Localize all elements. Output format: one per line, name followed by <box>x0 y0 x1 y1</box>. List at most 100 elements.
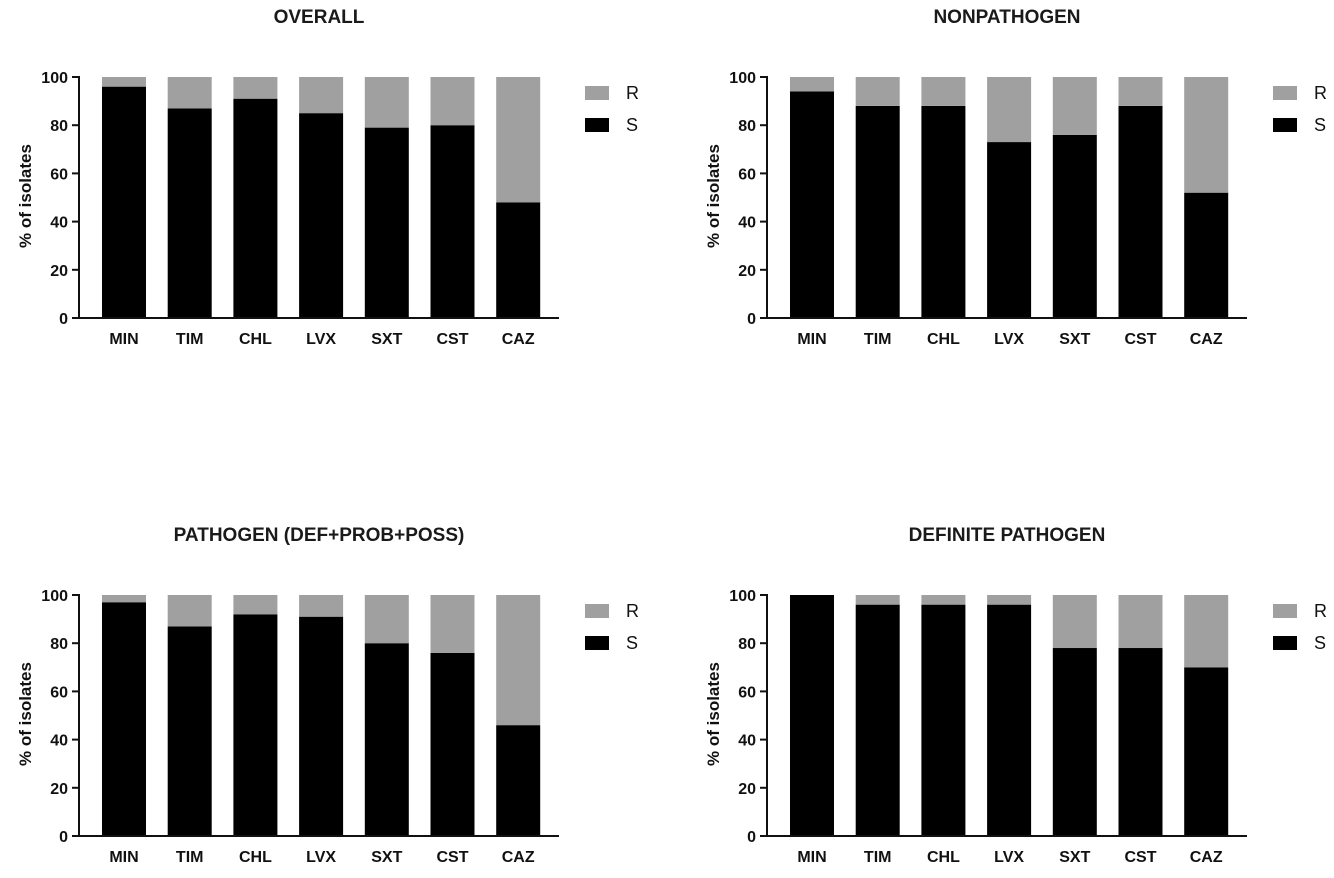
bar-r-sxt <box>364 77 409 128</box>
bar-r-sxt <box>1052 77 1097 135</box>
bar-r-chl <box>921 77 966 106</box>
bar-r-caz <box>1184 595 1229 668</box>
legend-item-r: R <box>585 595 639 627</box>
x-tick-label: TIM <box>864 331 892 348</box>
bar-s-caz <box>1184 667 1229 836</box>
x-tick-label: CST <box>1125 331 1157 348</box>
x-tick-label: MIN <box>109 331 138 348</box>
y-tick-label: 100 <box>729 588 756 605</box>
bar-r-tim <box>855 77 900 106</box>
y-tick-label: 60 <box>738 166 756 183</box>
bar-s-tim <box>855 604 900 836</box>
chart-panel-nonpathogen: NONPATHOGEN% of isolates MIN TIM CHL LVX SXT C… <box>688 0 1328 348</box>
y-tick-label: 0 <box>747 311 756 328</box>
bar-r-caz <box>496 77 541 203</box>
bar-r-lvx <box>299 595 344 617</box>
x-tick-label: LVX <box>994 331 1024 348</box>
legend-swatch <box>585 636 609 650</box>
legend-swatch <box>1273 636 1297 650</box>
x-tick-label: CST <box>437 849 469 866</box>
bar-chart-svg: MIN TIM CHL LVX SXT CST CAZ 0 20 40 60 80 100 <box>41 70 559 348</box>
legend-item-s: S <box>585 627 639 659</box>
x-tick-label: CAZ <box>502 849 535 866</box>
chart-panel-overall: OVERALL% of isolates MIN TIM CHL LVX SXT CST CA… <box>0 0 640 348</box>
bar-s-lvx <box>987 142 1032 318</box>
y-tick-label: 40 <box>738 733 756 750</box>
bar-s-min <box>790 91 834 319</box>
y-tick-label: 0 <box>59 829 68 846</box>
bar-s-chl <box>921 604 966 836</box>
x-tick-label: SXT <box>371 849 402 866</box>
legend-item-s: S <box>585 109 639 141</box>
chart-title: NONPATHOGEN <box>933 7 1081 28</box>
legend-item-s: S <box>1273 627 1327 659</box>
legend-label: S <box>626 114 639 135</box>
y-tick-label: 60 <box>50 684 68 701</box>
legend-label: R <box>626 600 639 621</box>
bar-s-cst <box>1118 648 1163 836</box>
legend-label: R <box>1314 82 1327 103</box>
x-tick-label: SXT <box>1059 849 1090 866</box>
x-tick-label: CST <box>1125 849 1157 866</box>
bar-r-sxt <box>1052 595 1097 649</box>
bar-r-chl <box>921 595 966 605</box>
bar-s-chl <box>233 614 278 836</box>
bar-s-cst <box>1118 105 1163 318</box>
chart-title: DEFINITE PATHOGEN <box>908 525 1106 546</box>
x-tick-label: CHL <box>927 849 960 866</box>
bar-r-lvx <box>299 77 344 114</box>
bar-s-min <box>790 595 834 836</box>
y-tick-label: 40 <box>738 215 756 232</box>
x-tick-label: CST <box>437 331 469 348</box>
x-tick-label: TIM <box>864 849 892 866</box>
x-tick-label: MIN <box>797 331 826 348</box>
chart-title: OVERALL <box>273 7 365 28</box>
bar-r-min <box>102 77 146 87</box>
bar-chart-svg: MIN TIM CHL LVX SXT CST CAZ 0 20 40 60 80 100 <box>729 70 1247 348</box>
legend-swatch <box>585 604 609 618</box>
x-tick-label: TIM <box>176 849 204 866</box>
legend-swatch <box>585 86 609 100</box>
legend-swatch <box>585 118 609 132</box>
legend-label: S <box>626 632 639 653</box>
bar-s-caz <box>1184 192 1229 318</box>
bar-r-cst <box>430 77 475 126</box>
bar-r-lvx <box>987 595 1032 605</box>
y-tick-label: 0 <box>59 311 68 328</box>
x-tick-label: TIM <box>176 331 204 348</box>
bar-s-lvx <box>299 113 344 319</box>
y-tick-label: 20 <box>738 781 756 798</box>
legend-label: R <box>1314 600 1327 621</box>
x-tick-label: SXT <box>1059 331 1090 348</box>
y-tick-label: 80 <box>50 636 68 653</box>
x-tick-label: LVX <box>306 849 336 866</box>
x-tick-label: CAZ <box>1190 331 1223 348</box>
bar-s-cst <box>430 652 475 836</box>
x-tick-label: MIN <box>109 849 138 866</box>
legend-label: S <box>1314 632 1327 653</box>
bar-r-caz <box>1184 77 1229 193</box>
x-tick-label: MIN <box>797 849 826 866</box>
legend-label: S <box>1314 114 1327 135</box>
bar-r-sxt <box>364 595 409 644</box>
y-tick-label: 100 <box>41 588 68 605</box>
bar-s-sxt <box>1052 134 1097 318</box>
bar-s-sxt <box>1052 648 1097 836</box>
y-tick-label: 60 <box>50 166 68 183</box>
bar-s-caz <box>496 202 541 318</box>
y-tick-label: 20 <box>50 781 68 798</box>
y-tick-label: 0 <box>747 829 756 846</box>
x-tick-label: CAZ <box>1190 849 1223 866</box>
x-tick-label: CAZ <box>502 331 535 348</box>
bar-s-tim <box>855 105 900 318</box>
x-tick-label: SXT <box>371 331 402 348</box>
bar-chart-svg: MIN TIM CHL LVX SXT CST CAZ 0 20 40 60 80 100 <box>729 588 1247 866</box>
bar-s-lvx <box>299 616 344 836</box>
bar-r-tim <box>167 595 212 627</box>
y-tick-label: 20 <box>50 263 68 280</box>
legend-item-s: S <box>1273 109 1327 141</box>
legend-item-r: R <box>1273 77 1327 109</box>
